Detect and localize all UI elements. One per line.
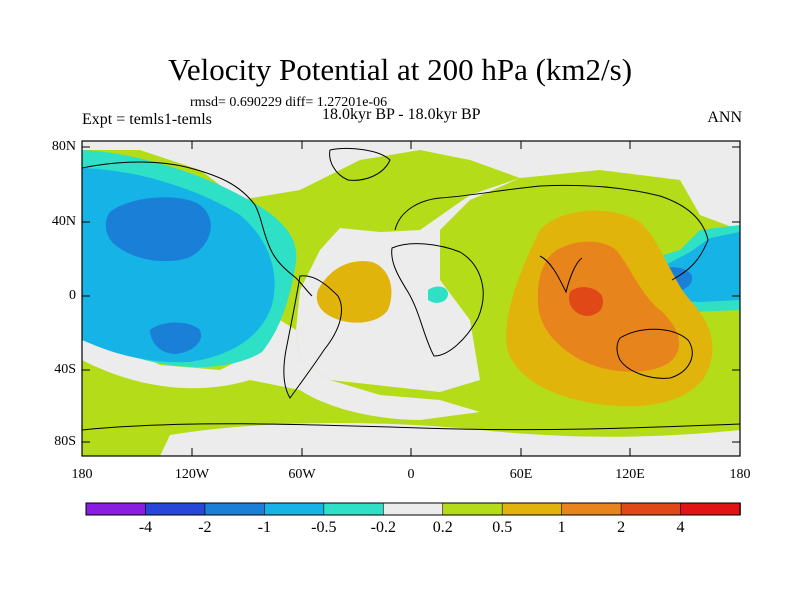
coast-australia [616,328,693,379]
lat-label-80s: 80S [54,434,76,449]
lat-label-40s: 40S [54,362,76,377]
colorbar-cell [85,502,147,516]
negative-strong-north-pacific [105,197,211,262]
coast-south-america [283,275,342,399]
stats-text: rmsd= 0.690229 diff= 1.27201e-06 [190,95,388,110]
colorbar-label: 0.5 [492,519,513,536]
lon-label-0: 0 [407,467,415,482]
positive-max-indonesia [568,287,604,316]
period-label: 18.0kyr BP - 18.0kyr BP [322,106,481,123]
experiment-label: Expt = temls1-temls [82,111,212,128]
lon-label-60w: 60W [288,467,316,482]
lat-label-40n: 40N [51,214,76,229]
season-label: ANN [707,109,742,126]
lon-label-180e: 180 [729,467,751,482]
colorbar-cell [323,502,385,516]
colorbar-label: -1 [257,519,272,536]
lat-label-80n: 80N [51,139,76,154]
colorbar-label: 4 [676,519,685,536]
coast-greenland [329,147,391,181]
colorbar-label: 2 [617,519,626,536]
colorbar-cell [442,502,503,516]
colorbar-cell [620,502,682,516]
colorbar-label: -2 [198,519,212,536]
plot-title: Velocity Potential at 200 hPa (km2/s) [167,52,633,87]
colorbar-cells [85,502,741,516]
coast-india [539,255,583,294]
colorbar-cell [501,502,563,516]
positive-mid-atlantic [316,261,392,323]
neutral-region-antarctic [160,423,740,456]
negative-strong-south-pacific [150,322,202,354]
coast-europe-asia [394,184,709,281]
lat-label-eq: 0 [69,288,76,303]
coastlines [82,147,740,431]
colorbar-cell [382,502,444,516]
lon-label-120e: 120E [615,467,645,482]
coast-africa [391,243,484,357]
colorbar-cell [264,502,325,516]
colorbar-cell [680,502,741,516]
colorbar-frame [85,502,741,516]
colorbar-cell [145,502,206,516]
neutral-region-east [690,150,740,225]
colorbar-label: -0.2 [370,519,396,536]
colorbar-cell [204,502,266,516]
coast-antarctica [82,423,740,431]
colorbar-label: 1 [557,519,566,536]
axis-ticks [82,141,740,456]
positive-strong-indian [537,241,680,372]
colorbar-label: 0.2 [432,519,453,536]
negative-small-atlantic [428,286,448,303]
neutral-region-south [82,320,480,420]
colorbar-label: -4 [138,519,153,536]
lon-label-120w: 120W [174,467,210,482]
neutral-region-north [82,141,740,392]
colorbar-cell [561,502,622,516]
colorbar-label: -0.5 [311,519,337,536]
lon-label-180w: 180 [71,467,93,482]
coast-north-america [82,161,313,297]
lon-label-60e: 60E [509,467,533,482]
